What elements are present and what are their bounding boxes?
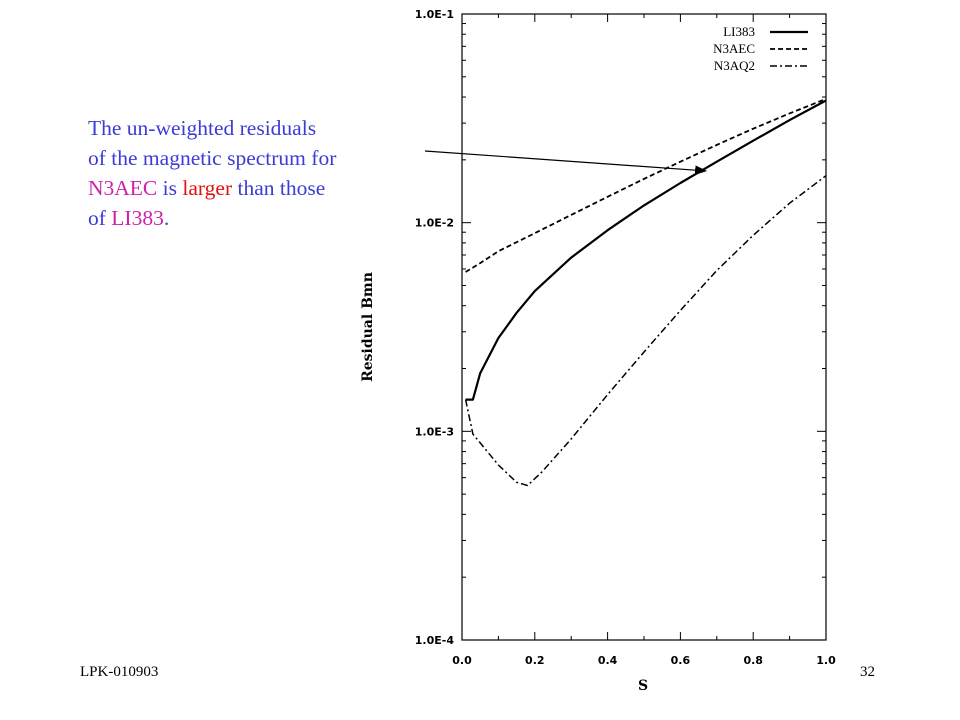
y-tick-label: 1.0E-2 — [415, 217, 454, 230]
annotation-text-than: than those — [232, 176, 326, 200]
x-axis-title: S — [638, 678, 648, 694]
series-line-n3aq2 — [464, 175, 827, 487]
annotation-series-li383: LI383 — [111, 206, 164, 230]
series-line-n3aec — [465, 98, 827, 273]
x-tick-label: 1.0 — [816, 654, 836, 667]
legend-label-li383: LI383 — [723, 24, 755, 39]
x-tick-label: 0.0 — [452, 654, 472, 667]
annotation-line-3: N3AEC is larger than those — [88, 173, 418, 203]
annotation-text-of: of — [88, 206, 112, 230]
chart-ticks: 0.0 0.2 0.4 0.6 0.8 1.0 1.0E-4 1.0E-3 1.0E-2 1.0E… — [415, 8, 836, 667]
chart-axes — [461, 13, 827, 641]
annotation-text-is: is — [157, 176, 183, 200]
annotation-line-1: The un-weighted residuals — [88, 116, 317, 140]
series-line-li383 — [465, 99, 827, 401]
chart-series — [424, 98, 827, 487]
annotation-emphasis-larger: larger — [182, 176, 233, 200]
x-tick-label: 0.8 — [743, 654, 763, 667]
x-tick-label: 0.4 — [598, 654, 618, 667]
x-tick-label: 0.6 — [671, 654, 691, 667]
y-tick-label: 1.0E-1 — [415, 8, 454, 21]
annotation-text-period: . — [163, 206, 170, 230]
annotation-arrow — [424, 150, 708, 175]
x-tick-label: 0.2 — [525, 654, 545, 667]
annotation-series-n3aec: N3AEC — [88, 176, 158, 200]
chart-legend: LI383 N3AEC N3AQ2 — [713, 24, 808, 73]
y-tick-label: 1.0E-3 — [415, 425, 454, 438]
y-axis-title: Residual Bmn — [360, 272, 376, 382]
y-tick-label: 1.0E-4 — [415, 634, 455, 647]
legend-label-n3aq2: N3AQ2 — [714, 58, 755, 73]
annotation-line-4: of LI383. — [88, 203, 418, 233]
chart-annotation-text: The un-weighted residuals of the magneti… — [88, 113, 418, 233]
footer-slide-id: LPK-010903 — [80, 664, 159, 680]
footer-page-number: 32 — [860, 664, 875, 680]
legend-label-n3aec: N3AEC — [713, 41, 755, 56]
annotation-line-2: of the magnetic spectrum for — [88, 146, 337, 170]
plot-frame — [461, 13, 827, 641]
